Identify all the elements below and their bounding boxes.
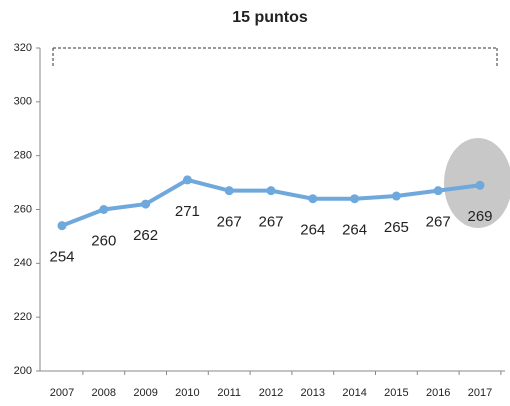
data-label: 267 [217,214,242,231]
point [266,186,276,196]
point [224,186,234,196]
x-tick-label: 2016 [426,387,450,399]
y-tick-label: 320 [14,42,32,54]
x-tick-label: 2015 [384,387,408,399]
bracket [52,47,498,66]
x-tick-label: 2007 [50,387,74,399]
x-tick-label: 2013 [301,387,325,399]
point [475,180,485,190]
point [182,175,192,185]
y-tick-label: 280 [14,150,32,162]
y-tick-label: 220 [14,311,32,323]
data-label: 271 [175,203,200,220]
x-tick-label: 2011 [217,387,241,399]
data-label: 269 [467,208,492,225]
data-label: 267 [426,214,451,231]
data-label: 262 [133,227,158,244]
x-tick-label: 2012 [259,387,283,399]
point [433,186,443,196]
point [308,194,318,204]
point [99,205,109,214]
point [391,191,401,201]
data-label: 264 [342,222,367,239]
data-label: 264 [300,222,325,239]
chart-title: 15 puntos [232,9,308,26]
y-tick-label: 260 [14,203,32,215]
point [141,199,151,209]
x-tick-label: 2014 [342,387,366,399]
data-label: 254 [49,249,74,266]
x-tick-label: 2017 [468,387,492,399]
data-label: 267 [258,214,283,231]
data-label: 260 [91,232,116,249]
x-tick-label: 2009 [133,387,157,399]
x-tick-label: 2010 [175,387,199,399]
data-label: 265 [384,219,409,236]
y-tick-label: 240 [14,257,32,269]
point [350,194,360,204]
y-tick-label: 200 [14,365,32,377]
y-tick-label: 300 [14,96,32,108]
x-tick-label: 2008 [92,387,116,399]
point [57,221,67,231]
